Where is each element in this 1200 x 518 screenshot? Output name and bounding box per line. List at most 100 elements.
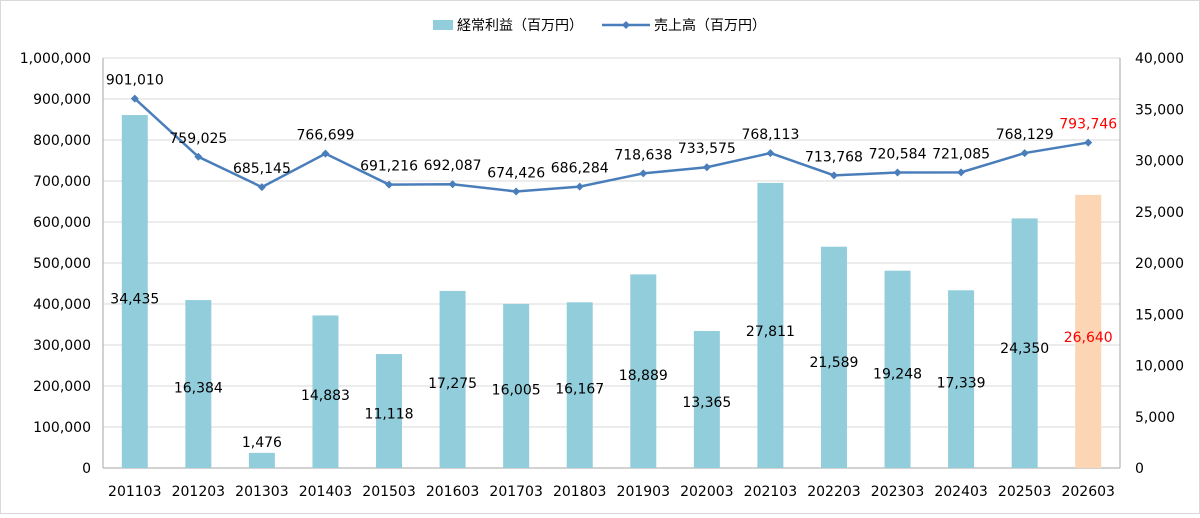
line-point <box>702 163 711 172</box>
line-value-label: 720,584 <box>869 147 927 163</box>
x-tick-label: 201103 <box>108 484 161 500</box>
bar <box>693 331 720 468</box>
line-value-label: 733,575 <box>678 141 736 157</box>
bar <box>185 300 212 468</box>
y-axis-left: 0 100,000 200,000 300,000 400,000 500,000 600,… <box>20 51 91 477</box>
legend-line-label: 売上高（百万円） <box>654 17 766 34</box>
x-tick-label: 202303 <box>871 484 924 500</box>
line-value-label: 686,284 <box>551 161 609 177</box>
y-left-tick-label: 800,000 <box>33 133 91 149</box>
line-point <box>194 152 203 161</box>
bar <box>948 290 975 468</box>
y-axis-right: 0 5,000 10,000 15,000 20,000 25,000 30,000 35,0… <box>1135 51 1184 477</box>
line-point <box>1084 138 1093 147</box>
bar <box>566 302 593 468</box>
y-left-tick-label: 500,000 <box>33 256 91 272</box>
x-tick-label: 201603 <box>426 484 479 500</box>
x-tick-label: 201403 <box>299 484 352 500</box>
x-tick-label: 201203 <box>172 484 225 500</box>
line-value-label: 759,025 <box>169 131 227 147</box>
line-value-label: 713,768 <box>805 149 863 165</box>
line-point <box>385 180 394 189</box>
y-left-tick-label: 900,000 <box>33 92 91 108</box>
y-left-tick-label: 300,000 <box>33 338 91 354</box>
y-right-tick-label: 25,000 <box>1135 205 1184 221</box>
line-point <box>829 171 838 180</box>
line-value-label: 685,145 <box>233 161 291 177</box>
bar <box>248 452 275 468</box>
sales-line <box>133 97 1089 193</box>
line-point <box>639 169 648 178</box>
x-tick-label: 202203 <box>807 484 860 500</box>
bar-value-label: 1,476 <box>242 435 282 451</box>
y-right-tick-label: 35,000 <box>1135 102 1184 118</box>
line-data-labels: 901,010 759,025 685,145 766,699 691,216 692,0… <box>106 73 1117 182</box>
line-series <box>130 94 1093 196</box>
line-point <box>321 149 330 158</box>
bar-value-label: 21,589 <box>809 355 858 371</box>
bar <box>121 115 148 468</box>
line-point <box>1020 149 1029 158</box>
line-point <box>575 182 584 191</box>
legend-bar-label: 経常利益（百万円） <box>457 18 583 34</box>
line-point <box>512 187 521 196</box>
line-value-label: 674,426 <box>487 165 545 181</box>
x-tick-label: 202403 <box>934 484 987 500</box>
x-tick-label: 201703 <box>489 484 542 500</box>
bar-value-label: 19,248 <box>873 366 922 382</box>
x-tick-label: 201803 <box>553 484 606 500</box>
line-value-label: 692,087 <box>424 158 482 174</box>
y-left-tick-label: 100,000 <box>33 420 91 436</box>
y-left-tick-label: 400,000 <box>33 297 91 313</box>
y-right-tick-label: 0 <box>1135 461 1144 477</box>
legend-bar-swatch <box>433 20 453 30</box>
line-point <box>257 183 266 192</box>
bar <box>630 274 657 468</box>
bar <box>1011 218 1038 468</box>
line-point <box>766 149 775 158</box>
legend: 経常利益（百万円） 売上高（百万円） <box>433 17 766 34</box>
y-right-tick-label: 15,000 <box>1135 307 1184 323</box>
bar <box>757 182 784 468</box>
bar-value-label: 13,365 <box>682 395 731 411</box>
bar <box>376 354 403 468</box>
x-tick-label: 202603 <box>1061 484 1114 500</box>
bar-value-label: 16,167 <box>555 381 604 397</box>
legend-line-marker <box>622 21 630 29</box>
y-right-tick-label: 20,000 <box>1135 256 1184 272</box>
bar-data-labels: 34,435 16,384 1,476 14,883 11,118 17,275 16,00… <box>110 292 1112 451</box>
line-value-label: 691,216 <box>360 159 418 175</box>
line-value-label: 901,010 <box>106 73 164 89</box>
bar-value-label: 34,435 <box>110 292 159 308</box>
x-tick-label: 201503 <box>362 484 415 500</box>
bar-value-label: 18,889 <box>619 368 668 384</box>
line-value-label: 718,638 <box>614 147 672 163</box>
bar <box>884 270 911 468</box>
line-point <box>130 94 139 103</box>
y-left-tick-label: 1,000,000 <box>20 51 91 67</box>
bar-value-label: 11,118 <box>365 406 414 422</box>
bar-series <box>121 115 1102 468</box>
bar-value-label: 27,811 <box>746 324 795 340</box>
bar <box>503 303 530 468</box>
y-right-tick-label: 30,000 <box>1135 154 1184 170</box>
bar <box>312 315 339 468</box>
line-point <box>893 168 902 177</box>
x-tick-label: 202103 <box>744 484 797 500</box>
y-left-tick-label: 700,000 <box>33 174 91 190</box>
bar <box>439 290 466 468</box>
y-left-tick-label: 0 <box>82 461 91 477</box>
bar-value-label: 16,005 <box>492 382 541 398</box>
line-point <box>957 168 966 177</box>
bar-value-label: 16,384 <box>174 380 223 396</box>
x-tick-label: 202003 <box>680 484 733 500</box>
y-left-tick-label: 600,000 <box>33 215 91 231</box>
x-tick-label: 201903 <box>617 484 670 500</box>
line-value-label: 793,746 <box>1059 117 1117 133</box>
y-right-tick-label: 40,000 <box>1135 51 1184 67</box>
y-right-tick-label: 10,000 <box>1135 359 1184 375</box>
line-point <box>448 180 457 189</box>
line-value-label: 768,113 <box>741 127 799 143</box>
